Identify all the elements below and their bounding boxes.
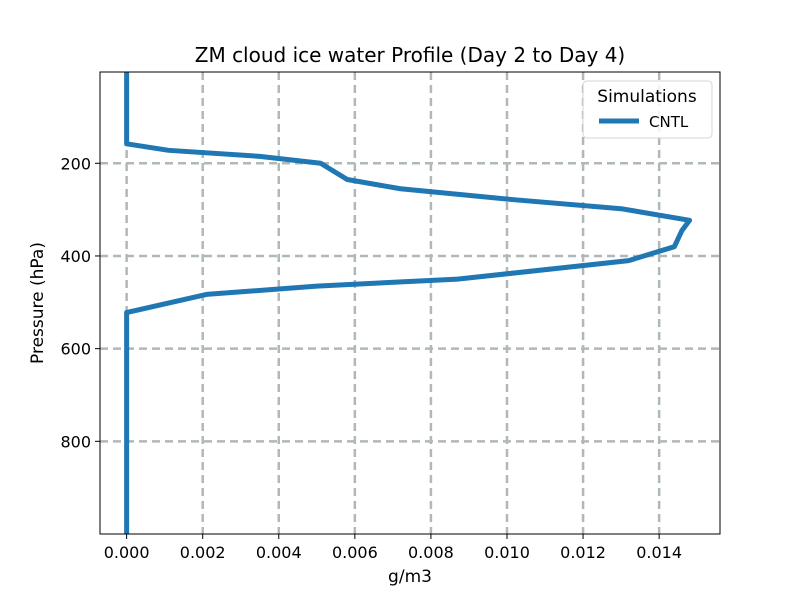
legend-box — [582, 80, 713, 139]
x-tick-label: 0.010 — [484, 543, 530, 562]
y-tick-label: 600 — [60, 340, 91, 359]
x-tick-label: 0.006 — [332, 543, 378, 562]
x-axis-ticks: 0.000 0.002 0.004 0.006 0.008 0.010 0.012 0.014 — [104, 534, 682, 562]
legend-title: Simulations — [597, 87, 697, 107]
chart-title: ZM cloud ice water Profile (Day 2 to Day… — [195, 43, 625, 67]
legend-entry-cntl: CNTL — [649, 113, 689, 131]
x-tick-label: 0.000 — [104, 543, 150, 562]
y-tick-label: 200 — [60, 154, 91, 173]
series-line-cntl — [124, 72, 693, 534]
y-axis-label: Pressure (hPa) — [28, 242, 48, 364]
y-tick-label: 400 — [60, 247, 91, 266]
plot-frame — [99, 71, 721, 535]
x-tick-label: 0.012 — [560, 543, 606, 562]
x-axis-label: g/m3 — [388, 567, 432, 587]
x-tick-label: 0.002 — [180, 543, 226, 562]
x-tick-label: 0.008 — [408, 543, 454, 562]
legend: Simulations CNTL — [582, 80, 713, 139]
x-tick-label: 0.014 — [636, 543, 682, 562]
y-axis-ticks: 200 400 600 800 — [60, 154, 100, 451]
x-tick-label: 0.004 — [256, 543, 302, 562]
series-layer — [124, 72, 693, 534]
y-tick-label: 800 — [60, 432, 91, 451]
